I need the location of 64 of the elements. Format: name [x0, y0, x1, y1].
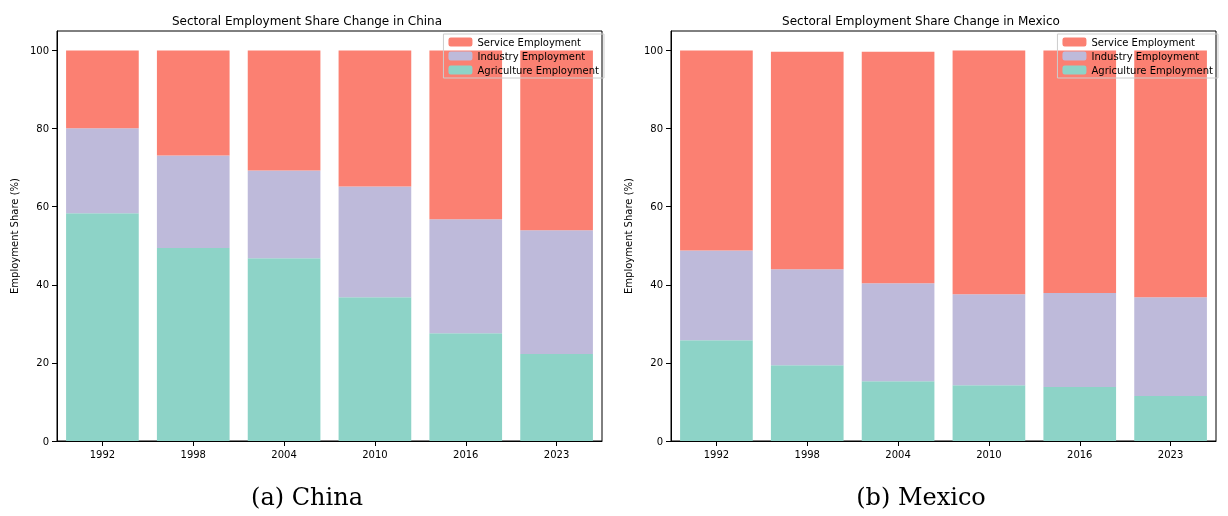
x-tick-label: 2016: [1067, 448, 1093, 460]
chart-title: Sectoral Employment Share Change in Mexico: [782, 14, 1060, 28]
bar: [861, 381, 935, 441]
chart-title: Sectoral Employment Share Change in China: [171, 14, 443, 28]
bar: [66, 213, 139, 441]
bar: [247, 258, 321, 441]
bar: [156, 50, 230, 156]
legend-label: Service Employment: [477, 36, 582, 48]
bar: [1043, 387, 1117, 441]
y-tick-label: 80: [650, 123, 663, 135]
x-tick-label: 2010: [362, 448, 388, 460]
x-tick-label: 1998: [794, 448, 820, 460]
y-axis-title: Employment Share (%): [8, 177, 20, 294]
x-tick-label: 2004: [885, 448, 911, 460]
bar: [680, 250, 753, 341]
y-tick-label: 0: [42, 435, 49, 447]
bar: [338, 50, 412, 187]
bar: [952, 50, 1026, 295]
bar: [247, 50, 321, 171]
bar: [156, 155, 230, 249]
y-tick-label: 40: [650, 279, 663, 291]
y-tick-label: 40: [36, 279, 49, 291]
bar: [770, 365, 844, 441]
bar: [247, 170, 321, 259]
x-tick-label: 1992: [703, 448, 730, 460]
x-tick-label: 2023: [1157, 448, 1184, 460]
y-axis-title: Employment Share (%): [622, 177, 634, 294]
bar: [66, 128, 139, 214]
bar: [952, 385, 1026, 441]
bar: [520, 353, 593, 441]
x-tick-label: 1998: [180, 448, 206, 460]
bar: [338, 186, 412, 298]
y-tick-label: 20: [36, 357, 49, 369]
bar: [680, 50, 753, 251]
text: (a) China: [251, 483, 363, 511]
bar: [156, 248, 230, 441]
bar: [429, 219, 503, 334]
bar: [770, 51, 844, 270]
bar: [1043, 293, 1117, 388]
y-tick-label: 100: [29, 45, 49, 57]
bar: [861, 51, 935, 284]
bar: [952, 294, 1026, 386]
bar: [770, 269, 844, 366]
text: (b) Mexico: [856, 483, 986, 511]
y-tick-label: 20: [650, 357, 663, 369]
bar: [1134, 396, 1207, 441]
legend-label: Service Employment: [1091, 36, 1196, 48]
bar: [680, 340, 753, 441]
x-tick-label: 2016: [453, 448, 479, 460]
y-tick-label: 100: [643, 45, 663, 57]
x-tick-label: 2010: [976, 448, 1002, 460]
bar: [338, 297, 412, 441]
x-tick-label: 1992: [89, 448, 116, 460]
y-tick-label: 0: [656, 435, 663, 447]
bar: [861, 283, 935, 382]
bar: [429, 333, 503, 441]
y-tick-label: 60: [650, 201, 663, 213]
bar: [66, 50, 139, 129]
bar: [520, 230, 593, 354]
bar: [1134, 297, 1207, 397]
x-tick-label: 2004: [271, 448, 297, 460]
y-tick-label: 60: [36, 201, 49, 213]
x-tick-label: 2023: [543, 448, 570, 460]
y-tick-label: 80: [36, 123, 49, 135]
